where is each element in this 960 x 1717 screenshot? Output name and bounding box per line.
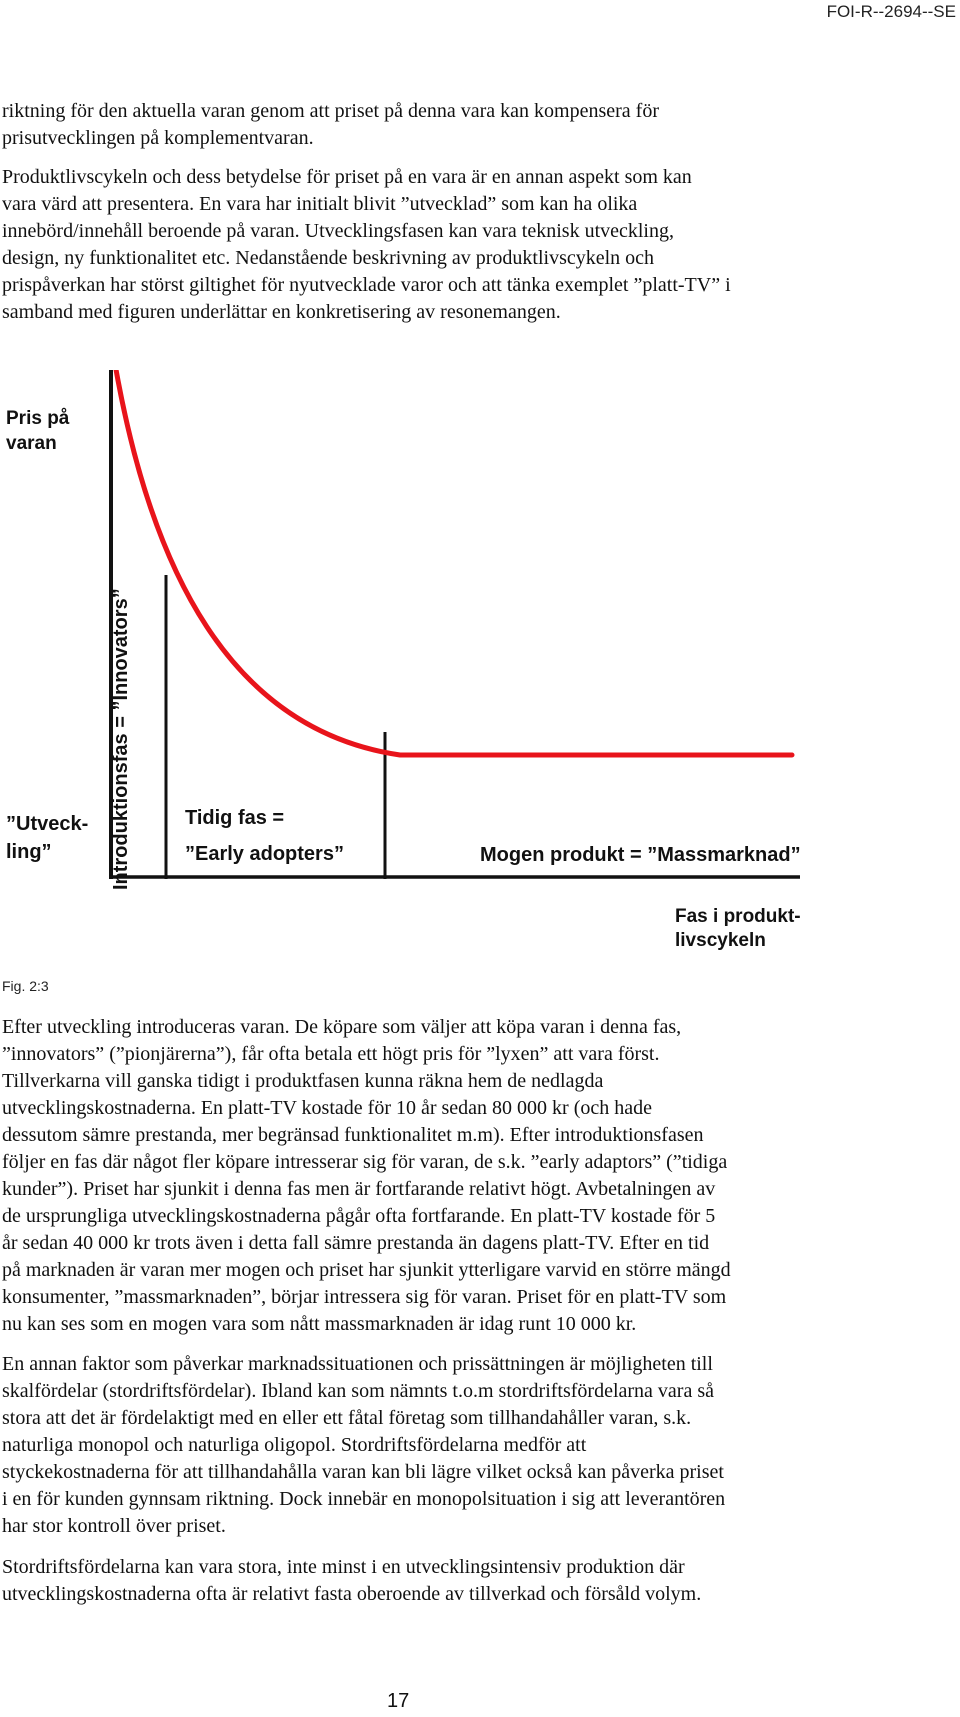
price-axis-label: Pris på varan [6,406,69,456]
paragraph-development-costs: Stordriftsfördelarna kan vara stora, int… [2,1554,882,1608]
introduction-phase-label: Introduktionsfas = ”Innovators” [110,588,132,890]
text-line: En annan faktor som påverkar marknadssit… [2,1353,713,1375]
development-label-line: ling” [6,841,52,863]
text-line: de ursprungliga utvecklingskostnaderna p… [2,1205,716,1227]
paragraph-intro-continuation: riktning för den aktuella varan genom at… [2,98,882,152]
lifecycle-figure: Pris på varan ”Utveck- ling” Introduktio… [0,370,880,970]
lifecycle-diagram [109,370,800,879]
text-line: naturliga monopol och naturliga oligopol… [2,1434,587,1456]
text-line: Efter utveckling introduceras varan. De … [2,1016,682,1038]
text-line: ”innovators” (”pionjärerna”), får ofta b… [2,1043,660,1065]
development-phase-label: ”Utveck- ling” [6,810,88,866]
text-line: stora att det är fördelaktigt med en ell… [2,1407,692,1429]
text-line: prispåverkan har störst giltighet för ny… [2,274,731,296]
text-line: riktning för den aktuella varan genom at… [2,100,659,122]
price-curve [113,370,795,758]
page-number: 17 [387,1690,410,1712]
text-line: design, ny funktionalitet etc. Nedanståe… [2,247,655,269]
text-line: år sedan 40 000 kr trots även i detta fa… [2,1232,710,1254]
text-line: dessutom sämre prestanda, mer begränsad … [2,1124,704,1146]
text-line: prisutvecklingen på komplementvaran. [2,127,314,149]
development-label-line: ”Utveck- [6,813,89,835]
text-line: har stor kontroll över priset. [2,1515,226,1537]
figure-caption: Fig. 2:3 [2,978,49,994]
paragraph-product-lifecycle: Produktlivscykeln och dess betydelse för… [2,164,882,326]
paragraph-economies-of-scale: En annan faktor som påverkar marknadssit… [2,1351,882,1540]
text-line: i en för kunden gynnsam riktning. Dock i… [2,1488,726,1510]
text-line: konsumenter, ”massmarknaden”, börjar int… [2,1286,727,1308]
text-line: vara värd att presentera. En vara har in… [2,193,638,215]
early-adopters-label: ”Early adopters” [185,843,344,865]
text-line: skalfördelar (stordriftsfördelar). Iblan… [2,1380,714,1402]
text-line: kunder”). Priset har sjunkit i denna fas… [2,1178,716,1200]
phase-axis-label: Fas i produkt- livscykeln [675,905,801,953]
document-id: FOI-R--2694--SE [826,2,956,21]
phase-label-line: livscykeln [675,930,766,951]
early-phase-label: Tidig fas = [185,807,285,829]
text-line: innebörd/innehåll beroende på varan. Utv… [2,220,674,242]
text-line: utvecklingskostnaderna. En platt-TV kost… [2,1097,652,1119]
price-label-line: varan [6,433,57,454]
text-line: utvecklingskostnaderna ofta är relativt … [2,1583,702,1605]
phase-label-line: Fas i produkt- [675,906,801,927]
text-line: på marknaden är varan mer mogen och pris… [2,1259,731,1281]
mature-product-label: Mogen produkt = ”Massmarknad” [480,844,801,866]
price-label-line: Pris på [6,408,70,429]
text-line: styckekostnaderna för att tillhandahålla… [2,1461,724,1483]
text-line: Tillverkarna vill ganska tidigt i produk… [2,1070,604,1092]
text-line: följer en fas där något fler köpare intr… [2,1151,728,1173]
text-line: nu kan ses som en mogen vara som nått ma… [2,1313,637,1335]
text-line: samband med figuren underlättar en konkr… [2,301,561,323]
text-line: Stordriftsfördelarna kan vara stora, int… [2,1556,685,1578]
text-line: Produktlivscykeln och dess betydelse för… [2,166,692,188]
paragraph-phases-explained: Efter utveckling introduceras varan. De … [2,1014,882,1338]
